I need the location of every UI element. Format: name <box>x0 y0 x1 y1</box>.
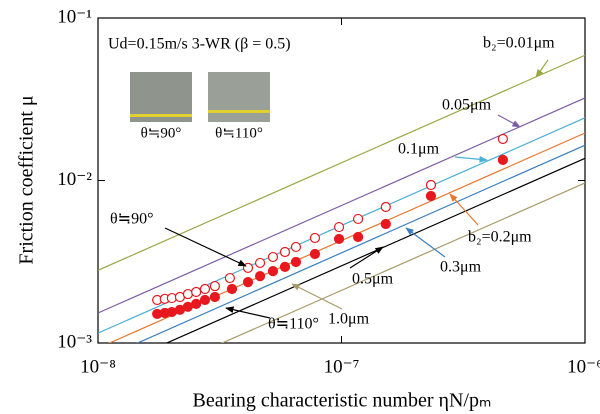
annotation: Ud=0.15m/s 3-WR (β = 0.5) <box>108 36 291 53</box>
data-point <box>279 261 291 272</box>
data-point <box>254 257 266 269</box>
series-label: 0.5μm <box>352 271 394 288</box>
data-point <box>254 271 266 282</box>
data-point <box>199 294 211 306</box>
data-point <box>182 301 194 312</box>
data-point <box>209 280 220 292</box>
fit-line <box>165 157 585 343</box>
series-label: 1.0μm <box>328 311 370 328</box>
x-axis-title: Bearing characteristic number ηN/pₘ <box>193 390 492 412</box>
label-arrow <box>405 227 446 258</box>
photo-line <box>130 114 192 117</box>
data-point <box>380 218 391 230</box>
photo-line <box>208 110 270 113</box>
y-axis-title: Friction coefficient μ <box>16 95 38 264</box>
data-point <box>333 233 345 245</box>
data-point <box>242 277 254 288</box>
data-point <box>191 286 202 298</box>
fit-line <box>98 97 585 314</box>
x-tick-label: 10⁻⁸ <box>80 356 116 377</box>
data-point <box>290 256 302 268</box>
plot-area <box>98 54 585 343</box>
label-arrow <box>291 283 343 310</box>
data-point <box>224 272 235 284</box>
y-tick-label: 10⁻² <box>57 169 92 190</box>
data-point <box>425 179 437 191</box>
data-point <box>199 283 211 295</box>
data-point <box>497 133 508 145</box>
fit-line <box>136 144 585 343</box>
label-arrow <box>164 227 247 267</box>
data-point <box>182 288 194 300</box>
x-tick-label: 10⁻⁷ <box>324 356 360 377</box>
series-label: 0.05μm <box>442 97 492 114</box>
series-label: θ≒110° <box>268 316 319 333</box>
data-point <box>353 231 364 243</box>
fit-line <box>220 182 585 343</box>
data-point <box>209 291 220 303</box>
y-tick-label: 10⁻¹ <box>57 6 92 27</box>
label-arrow <box>349 246 384 269</box>
data-point <box>309 248 321 260</box>
y-tick-label: 10⁻³ <box>57 331 92 352</box>
x-tick-label: 10⁻⁶ <box>567 356 600 377</box>
series-label: θ≒90° <box>110 211 153 228</box>
data-point <box>279 246 291 258</box>
series-label: b₂=0.01μm <box>483 35 555 52</box>
data-point <box>290 241 302 253</box>
data-point <box>353 213 364 225</box>
series-label: b₂=0.2μm <box>468 229 532 246</box>
data-point <box>425 190 437 202</box>
series-label: 0.1μm <box>398 141 440 158</box>
series-label: 0.3μm <box>440 259 482 276</box>
data-point <box>226 283 238 295</box>
data-point <box>191 298 202 310</box>
data-point <box>309 232 321 244</box>
data-point <box>242 262 254 273</box>
data-point <box>497 154 508 165</box>
photo-caption: θ≒110° <box>215 125 263 141</box>
photo-caption: θ≒90° <box>141 125 182 141</box>
label-arrow <box>497 114 521 128</box>
data-point <box>267 265 279 277</box>
data-point <box>267 251 279 263</box>
label-arrow <box>454 155 488 163</box>
label-arrow <box>535 59 549 78</box>
photo <box>130 72 192 122</box>
label-arrow <box>449 193 479 226</box>
label-arrow <box>225 306 271 319</box>
data-point <box>380 201 391 213</box>
photo <box>208 72 270 122</box>
data-point <box>333 221 345 233</box>
